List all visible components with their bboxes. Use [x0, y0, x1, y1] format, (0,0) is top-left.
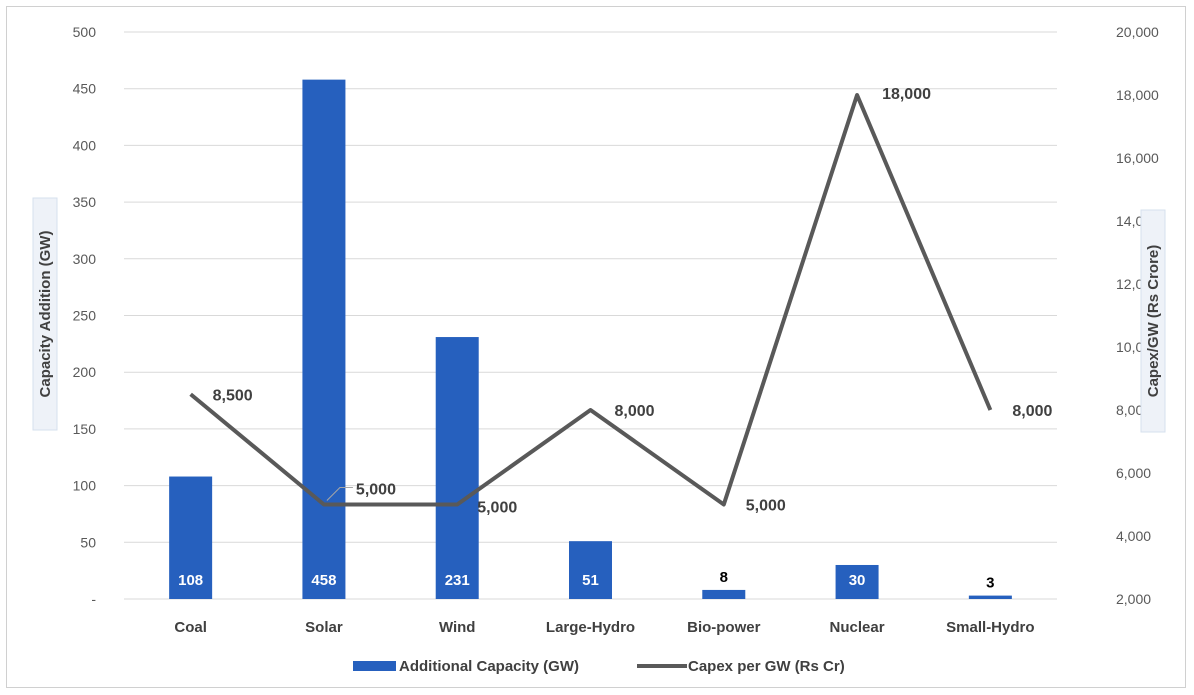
bar-value-label: 458 — [311, 572, 336, 589]
y-tick-label: 500 — [73, 24, 97, 40]
y2-tick-label: 6,000 — [1116, 465, 1151, 481]
bar-value-label: 8 — [720, 569, 728, 586]
category-label: Nuclear — [830, 619, 885, 636]
y-tick-label: 250 — [73, 308, 97, 324]
legend-line-label: Capex per GW (Rs Cr) — [688, 658, 845, 675]
bar-value-label: 231 — [445, 572, 470, 589]
line-value-label: 8,000 — [1012, 403, 1052, 420]
bar-solar — [302, 79, 346, 600]
bar-value-label: 51 — [582, 572, 599, 589]
y-axis-title: Capacity Addition (GW) — [37, 231, 54, 398]
category-label: Coal — [174, 619, 207, 636]
y-tick-label: 100 — [73, 478, 97, 494]
y-tick-label: 350 — [73, 194, 97, 210]
capex-line — [189, 93, 993, 507]
line-value-label: 5,000 — [746, 498, 786, 515]
line-value-label: 18,000 — [882, 86, 931, 103]
legend: Additional Capacity (GW) Capex per GW (Rs… — [353, 658, 845, 675]
line-value-label: 5,000 — [477, 500, 517, 517]
y2-tick-label: 16,000 — [1116, 150, 1159, 166]
bar-small-hydro — [968, 595, 1012, 599]
bar-large-hydro — [569, 541, 612, 599]
legend-bar-label: Additional Capacity (GW) — [399, 658, 579, 675]
y-tick-label: 400 — [73, 137, 97, 153]
y2-tick-label: 4,000 — [1116, 528, 1151, 544]
y2-axis-title: Capex/GW (Rs Crore) — [1145, 245, 1162, 398]
category-label: Large-Hydro — [546, 619, 635, 636]
category-label: Wind — [439, 619, 476, 636]
y-tick-label: 150 — [73, 421, 97, 437]
category-axis: Coal Solar Wind Large-Hydro Bio-power Nuclear… — [174, 619, 1034, 636]
y-axis-title-box — [32, 197, 58, 431]
y-tick-label: 300 — [73, 251, 97, 267]
label-leader-line — [326, 487, 353, 501]
bar-value-label: 30 — [849, 572, 866, 589]
bar-value-label: 108 — [178, 572, 203, 589]
line-value-label: 8,500 — [213, 387, 253, 404]
y-tick-label: 200 — [73, 364, 97, 380]
bar-value-label: 3 — [986, 575, 994, 592]
line-value-label: 5,000 — [356, 482, 396, 499]
bar-coal — [169, 476, 213, 599]
y2-axis-title-box — [1140, 209, 1166, 433]
bar-bio-power — [702, 589, 746, 599]
bar-wind — [435, 337, 479, 599]
y2-tick-label: 20,000 — [1116, 24, 1159, 40]
category-label: Solar — [305, 619, 343, 636]
line-value-label: 8,000 — [615, 403, 655, 420]
y-tick-label: 50 — [80, 534, 96, 550]
legend-bar-swatch — [353, 661, 396, 671]
bar-series: 108 458 231 51 8 30 3 — [169, 79, 1012, 600]
category-label: Bio-power — [687, 619, 760, 636]
right-axis: 2,0004,0006,0008,00010,00012,00014,00016… — [1116, 24, 1159, 607]
y-tick-label: 450 — [73, 81, 97, 97]
chart-frame — [6, 6, 1186, 688]
gridlines — [124, 31, 1057, 600]
y2-tick-label: 2,000 — [1116, 591, 1151, 607]
bar-nuclear — [835, 564, 879, 599]
left-axis: - 50 100 150 200 250 300 350 400 450 500 — [73, 24, 97, 607]
line-series: 8,500 5,000 5,000 8,000 5,000 18,000 8,000 — [189, 86, 1052, 517]
axis-titles: Capacity Addition (GW) Capex/GW (Rs Crore… — [32, 197, 1166, 433]
y2-tick-label: 18,000 — [1116, 87, 1159, 103]
y-tick-label: - — [91, 591, 96, 607]
category-label: Small-Hydro — [946, 619, 1034, 636]
